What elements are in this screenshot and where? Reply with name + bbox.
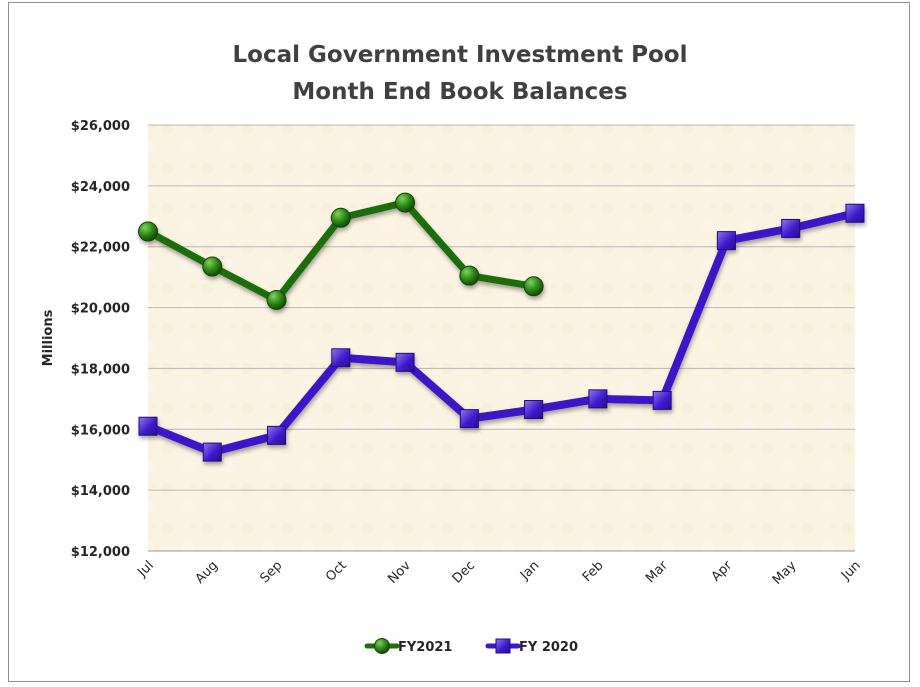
x-tick-label: Feb (580, 558, 607, 585)
data-point (395, 192, 416, 213)
legend-item-fy2020: FY 2020 (485, 638, 578, 655)
data-point (459, 265, 480, 286)
x-tick-label: May (770, 558, 800, 588)
legend-item-fy2021: FY2021 (364, 638, 452, 655)
plot-area-background (148, 125, 855, 551)
data-point (524, 400, 544, 420)
data-point (330, 207, 351, 228)
x-tick-label: Mar (643, 558, 671, 586)
series-fy2021 (138, 192, 544, 310)
y-axis-ticks: $12,000 $14,000 $16,000 $18,000 $20,000 $22,0… (71, 119, 130, 560)
data-point (459, 409, 479, 429)
y-tick-label: $12,000 (71, 545, 130, 560)
x-tick-label: Oct (323, 558, 350, 585)
x-tick-label: Dec (450, 558, 478, 586)
legend-swatch-marker (374, 638, 390, 654)
data-series (138, 192, 865, 462)
x-tick-label: Sep (257, 558, 285, 586)
chart-title-line-2: Month End Book Balances (292, 79, 628, 105)
data-point (266, 289, 287, 310)
legend-swatch-marker (495, 638, 511, 654)
data-point (331, 348, 351, 368)
series-fy2020 (138, 203, 865, 462)
x-tick-label: Jun (838, 558, 864, 584)
series-line (144, 209, 859, 457)
data-point (267, 425, 287, 445)
x-tick-label: Apr (709, 558, 736, 585)
y-tick-label: $26,000 (71, 119, 130, 134)
y-tick-label: $16,000 (71, 423, 130, 438)
data-point (202, 442, 222, 462)
y-axis-label: Millions (41, 309, 56, 366)
data-point (781, 218, 801, 238)
y-tick-label: $20,000 (71, 302, 130, 317)
gridlines (148, 124, 855, 552)
y-tick-label: $18,000 (71, 362, 130, 377)
data-point (202, 256, 223, 277)
data-point (523, 276, 544, 297)
y-tick-label: $22,000 (71, 241, 130, 256)
data-point (716, 231, 736, 251)
legend-label: FY 2020 (519, 640, 578, 655)
chart-title-line-1: Local Government Investment Pool (232, 42, 688, 68)
x-tick-label: Jan (517, 558, 542, 583)
y-tick-label: $14,000 (71, 484, 130, 499)
data-point (395, 352, 415, 372)
data-point (845, 203, 865, 223)
y-tick-label: $24,000 (71, 180, 130, 195)
legend: FY2021 FY 2020 (364, 638, 578, 655)
x-tick-label: Aug (193, 558, 222, 587)
data-point (138, 221, 158, 242)
data-point (588, 389, 608, 409)
x-tick-label: Nov (385, 558, 414, 587)
data-point (138, 416, 158, 436)
data-point (652, 390, 672, 410)
x-axis-ticks: Jul Aug Sep Oct Nov Dec Jan Feb Mar Apr May Jun (134, 558, 863, 588)
chart-title: Local Government Investment Pool Month E… (9, 37, 911, 111)
legend-label: FY2021 (398, 640, 452, 655)
x-tick-label: Jul (134, 558, 156, 580)
